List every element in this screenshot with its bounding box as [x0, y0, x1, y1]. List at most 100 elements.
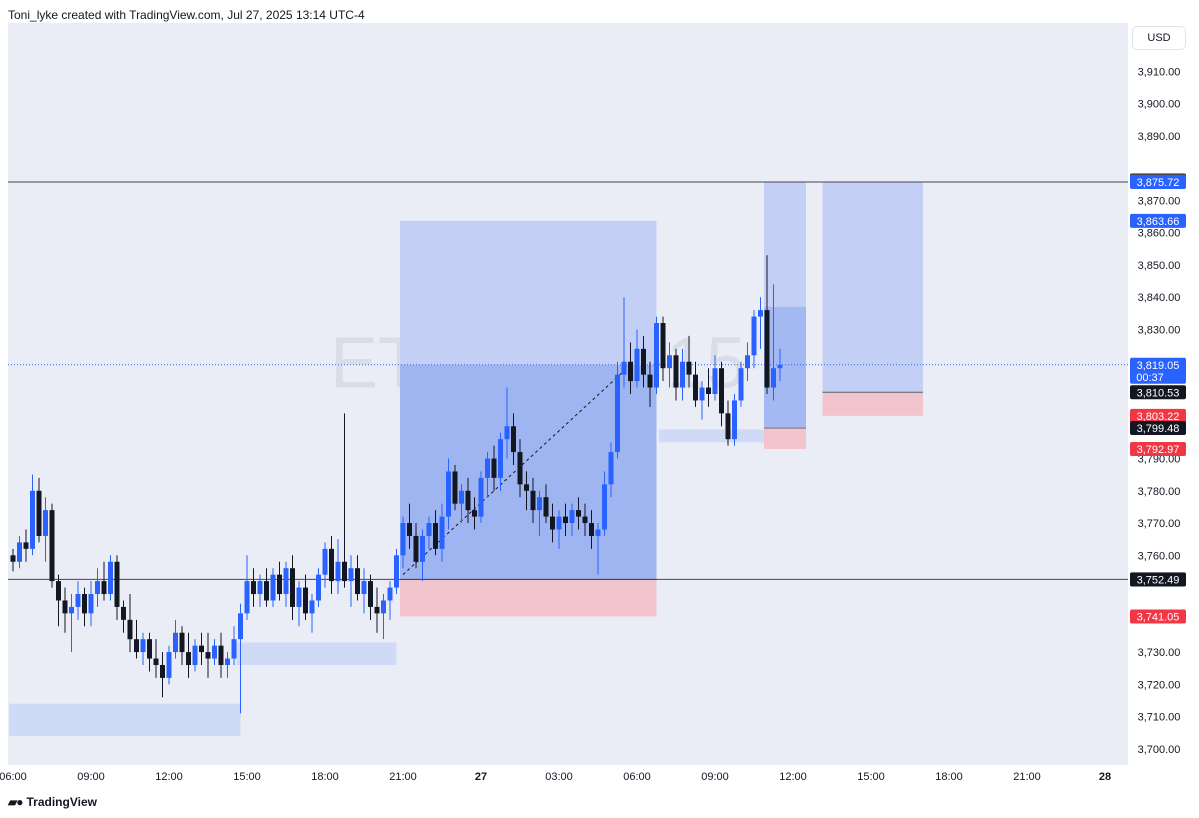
time-axis-background	[8, 765, 1128, 788]
candle-body	[30, 490, 35, 549]
candle-body	[667, 355, 672, 369]
price-label: 3,819.05	[1137, 360, 1180, 372]
x-axis-tick-label: 18:00	[311, 771, 339, 783]
candle-body	[621, 361, 627, 375]
candle-body	[303, 587, 308, 614]
candle-body	[706, 387, 711, 394]
candle-body	[218, 645, 224, 665]
candle-body	[101, 581, 107, 595]
candle-body	[524, 484, 529, 491]
candle-body	[725, 413, 731, 440]
candle-body	[56, 581, 61, 601]
price-label-bg	[1130, 420, 1186, 435]
price-label-bg	[1130, 572, 1186, 587]
price-label-bg	[1130, 441, 1186, 456]
candle-body	[764, 310, 770, 388]
candle-body	[738, 368, 744, 401]
candle-body	[257, 581, 263, 595]
candle-body	[732, 400, 737, 440]
candle-body	[147, 639, 152, 659]
candle-body	[75, 594, 81, 607]
candle-body	[355, 568, 360, 595]
candle-body	[439, 516, 445, 549]
y-axis-tick-label: 3,760.00	[1138, 550, 1181, 562]
y-axis-tick-label: 3,860.00	[1138, 228, 1181, 240]
y-axis-tick-label: 3,790.00	[1138, 454, 1181, 466]
target-zone	[822, 181, 923, 393]
candle-body	[387, 587, 393, 601]
candle-body	[758, 310, 763, 317]
y-axis-tick-label: 3,730.00	[1138, 647, 1181, 659]
candle-body	[10, 555, 16, 562]
price-label: 3,803.22	[1137, 411, 1180, 423]
candle-body	[745, 355, 750, 369]
candle-body	[374, 606, 380, 614]
candle-body	[251, 581, 256, 595]
candle-body	[36, 490, 42, 536]
candle-body	[400, 523, 406, 556]
x-axis-tick-label: 27	[475, 771, 487, 783]
price-label-bg	[1130, 174, 1186, 189]
candle-body	[108, 561, 113, 595]
x-axis-tick-label: 06:00	[0, 771, 27, 783]
currency-button[interactable]: USD	[1133, 27, 1185, 49]
candle-body	[576, 510, 581, 517]
candle-body	[537, 497, 542, 511]
y-axis-tick-label: 3,700.00	[1138, 744, 1181, 756]
candle-body	[673, 355, 679, 388]
price-label-bg	[1130, 357, 1186, 384]
candle-body	[569, 510, 575, 524]
candle-body	[361, 581, 367, 595]
candle-body	[751, 316, 757, 356]
price-label: 3,741.05	[1137, 611, 1180, 623]
candle-body	[686, 361, 692, 375]
candle-body	[394, 555, 399, 588]
candle-body	[212, 645, 217, 659]
candle-body	[277, 574, 282, 595]
y-axis-tick-label: 3,850.00	[1138, 260, 1181, 272]
candle-body	[296, 587, 302, 607]
price-label-bg	[1130, 385, 1186, 400]
candle-body	[433, 523, 438, 549]
y-axis-tick-label: 3,870.00	[1138, 195, 1181, 207]
candle-body	[446, 471, 451, 517]
candle-body	[426, 523, 432, 536]
candle-body	[342, 561, 347, 582]
candle-body	[680, 361, 685, 388]
fvg-zone	[9, 703, 241, 736]
x-axis-tick-label: 06:00	[623, 771, 651, 783]
price-label: 3,799.48	[1137, 423, 1180, 435]
candle-body	[699, 387, 705, 401]
candle-body	[407, 523, 412, 536]
candle-body	[88, 594, 94, 614]
candle-body	[192, 645, 198, 665]
candle-body	[264, 581, 269, 601]
y-axis-tick-label: 3,910.00	[1138, 66, 1181, 78]
stop-zone	[822, 392, 923, 416]
candle-body	[121, 606, 126, 620]
candle-body	[511, 426, 516, 453]
y-axis-tick-label: 3,840.00	[1138, 292, 1181, 304]
candle-body	[660, 323, 666, 369]
x-axis-tick-label: 21:00	[389, 771, 417, 783]
candle-body	[368, 581, 373, 607]
candle-body	[238, 613, 243, 640]
candle-body	[270, 574, 276, 601]
candle-body	[17, 542, 22, 562]
y-axis-tick-label: 3,770.00	[1138, 518, 1181, 530]
candle-body	[693, 374, 698, 401]
y-axis-tick-label: 3,900.00	[1138, 99, 1181, 111]
candle-body	[82, 594, 87, 614]
fvg-zone	[659, 429, 780, 443]
candle-body	[771, 368, 776, 388]
candle-body	[602, 484, 607, 530]
candle-body	[205, 652, 211, 659]
candle-body	[608, 452, 614, 485]
position-progress	[764, 306, 806, 428]
y-axis-tick-label: 3,780.00	[1138, 486, 1181, 498]
candle-body	[186, 652, 191, 665]
y-axis-tick-label: 3,720.00	[1138, 679, 1181, 691]
candle-body	[348, 568, 354, 582]
